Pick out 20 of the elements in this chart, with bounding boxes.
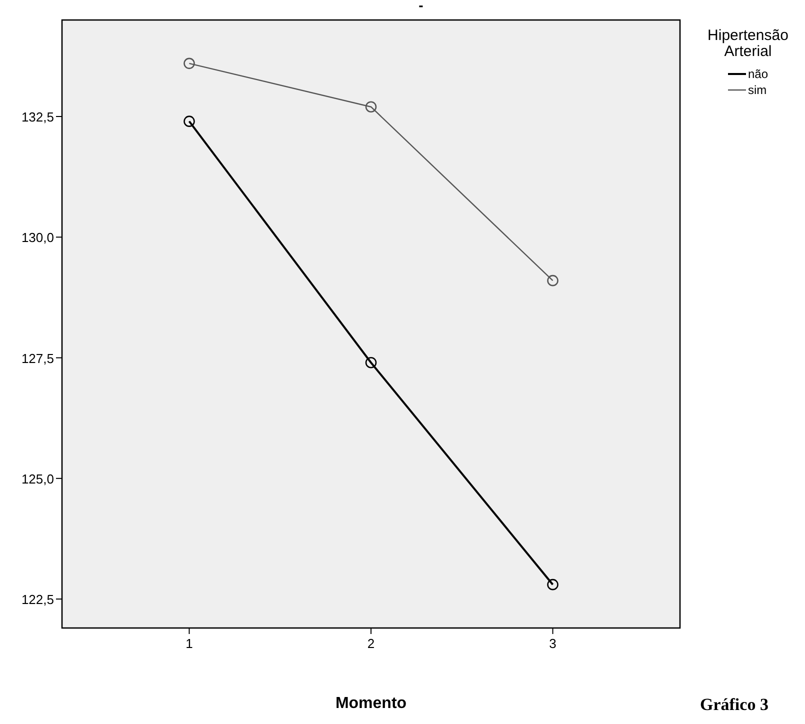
legend-label: não xyxy=(748,67,768,81)
point xyxy=(547,578,558,590)
x-tick-label: 2 xyxy=(367,636,375,651)
y-tick-label: 125,0 xyxy=(21,471,54,486)
chart-title: - xyxy=(418,0,424,13)
y-tick-label: 132,5 xyxy=(21,110,54,125)
x-axis-title: Momento xyxy=(335,695,407,712)
y-tick-label: 122,5 xyxy=(21,592,54,608)
legend-label: sim xyxy=(748,83,767,97)
point xyxy=(184,58,195,70)
point xyxy=(184,116,195,127)
x-tick-label: 1 xyxy=(186,636,193,651)
point xyxy=(365,356,377,368)
y-tick-label: 130,0 xyxy=(21,230,54,246)
x-tick-label: 3 xyxy=(549,636,556,651)
point xyxy=(365,101,377,113)
point xyxy=(547,274,558,286)
y-tick-label: 127,5 xyxy=(21,350,54,366)
text: Gráfico 3 xyxy=(700,695,768,714)
legend-title: Hipertensão Arterial xyxy=(708,27,788,60)
